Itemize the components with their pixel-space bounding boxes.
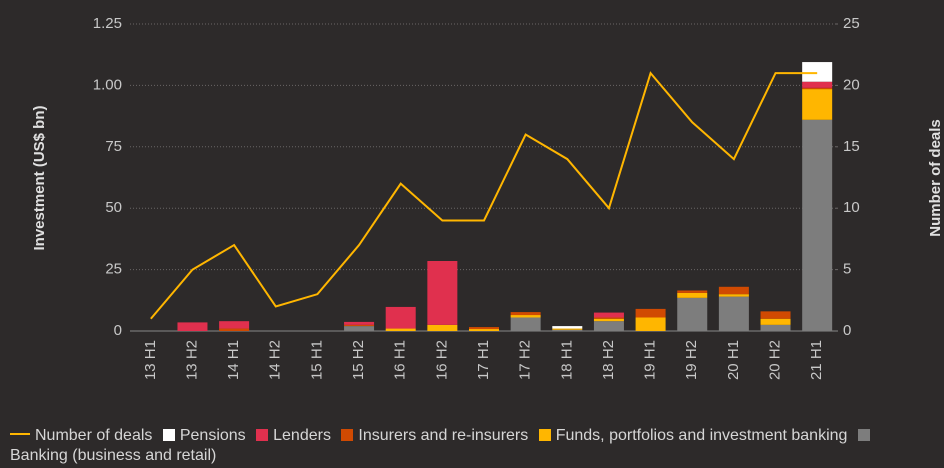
legend-item: Banking (business and retail) <box>10 427 875 464</box>
x-tick-label: 20 H1 <box>725 340 742 380</box>
bar-segment <box>802 87 833 90</box>
bar-segment <box>760 324 791 331</box>
x-tick-label: 17 H2 <box>517 340 534 380</box>
x-tick-label: 14 H1 <box>225 340 242 380</box>
legend-swatch <box>538 429 551 441</box>
legend-swatch <box>162 429 175 441</box>
y2-tick-label: 20 <box>843 76 860 93</box>
chart: Investment (US$ bn) Number of deals 0 25 5… <box>31 15 944 380</box>
y2-tick-label: 15 <box>843 138 860 155</box>
y-tick-label: 75 <box>105 138 122 155</box>
legend-item: Funds, portfolios and investment banking <box>538 427 848 444</box>
bar-segment <box>593 312 624 318</box>
y-tick-label: 1.25 <box>93 15 122 32</box>
bar-segment <box>219 321 250 329</box>
bar-segment <box>469 327 499 330</box>
y2-axis-title: Number of deals <box>927 119 944 237</box>
legend-label: Number of deals <box>35 427 153 444</box>
x-tick-label: 17 H1 <box>475 340 492 380</box>
legend-swatch <box>256 429 269 441</box>
x-tick-label: 13 H1 <box>142 340 159 380</box>
bar-segment <box>344 321 375 325</box>
legend-item: Pensions <box>162 427 246 444</box>
legend-label: Pensions <box>179 427 246 444</box>
bar-segment <box>219 328 250 331</box>
bar-segment <box>552 328 583 330</box>
x-tick-label: 18 H1 <box>558 340 575 380</box>
y2-tick-label: 5 <box>843 261 851 278</box>
x-tick-label: 19 H1 <box>642 340 659 380</box>
bar-segment <box>718 296 749 331</box>
legend-swatch <box>857 429 870 441</box>
bar-segment <box>802 81 833 88</box>
bar-segment <box>677 290 708 293</box>
legend-swatch <box>10 433 30 435</box>
x-tick-label: 21 H1 <box>808 340 825 380</box>
bar-segment <box>802 119 833 331</box>
legend-item: Number of deals <box>10 427 152 444</box>
bar-segment <box>593 321 624 331</box>
bar-segment <box>718 294 749 297</box>
bar-segment <box>510 312 541 316</box>
bar-segment <box>385 306 416 329</box>
bar-segment <box>552 329 583 331</box>
bar-segment <box>510 317 541 331</box>
x-tick-label: 20 H2 <box>766 340 783 380</box>
bar-segment <box>718 286 749 295</box>
x-tick-label: 18 H2 <box>600 340 617 380</box>
bar-segment <box>552 326 583 329</box>
bar-segment <box>760 318 791 325</box>
bar-segment <box>677 297 708 331</box>
y-axis-title: Investment (US$ bn) <box>31 105 48 250</box>
bar-segment <box>344 324 375 327</box>
x-tick-label: 13 H2 <box>183 340 200 380</box>
y2-tick-label: 0 <box>843 322 851 339</box>
legend-label: Insurers and re-insurers <box>358 427 529 444</box>
x-tick-label: 15 H1 <box>308 340 325 380</box>
bar-segment <box>635 317 666 331</box>
bar-segment <box>177 322 208 331</box>
y-tick-label: 0 <box>114 322 122 339</box>
bar-segment <box>677 292 708 298</box>
legend-label: Lenders <box>273 427 331 444</box>
y2-tick-label: 10 <box>843 199 860 216</box>
bar-segment <box>802 62 833 82</box>
line <box>150 71 818 320</box>
bar-segment <box>385 328 416 331</box>
y-tick-label: 25 <box>105 261 122 278</box>
bar-segment <box>469 329 499 331</box>
y-tick-label: 50 <box>105 199 122 216</box>
bar-segment <box>593 318 624 322</box>
bar-segment <box>802 89 833 120</box>
bar-segment <box>760 311 791 319</box>
x-tick-label: 14 H2 <box>267 340 284 380</box>
x-tick-label: 19 H2 <box>683 340 700 380</box>
legend-swatch <box>341 429 354 441</box>
x-tick-label: 16 H1 <box>392 340 409 380</box>
x-tick-label: 15 H2 <box>350 340 367 380</box>
bar-segment <box>635 308 666 318</box>
legend: Number of deals Pensions Lenders Insurer… <box>10 426 930 466</box>
bar-segment <box>344 326 375 331</box>
legend-item: Lenders <box>256 427 331 444</box>
legend-item: Insurers and re-insurers <box>341 427 528 444</box>
bar-segment <box>427 261 458 325</box>
bar-segment <box>510 315 541 318</box>
legend-label: Funds, portfolios and investment banking <box>555 427 848 444</box>
x-tick-label: 16 H2 <box>433 340 450 380</box>
y2-tick-label: 25 <box>843 15 860 32</box>
bar-segment <box>593 317 624 319</box>
legend-label: Banking (business and retail) <box>10 447 217 464</box>
bar-segment <box>427 324 458 331</box>
y-tick-label: 1.00 <box>93 76 122 93</box>
